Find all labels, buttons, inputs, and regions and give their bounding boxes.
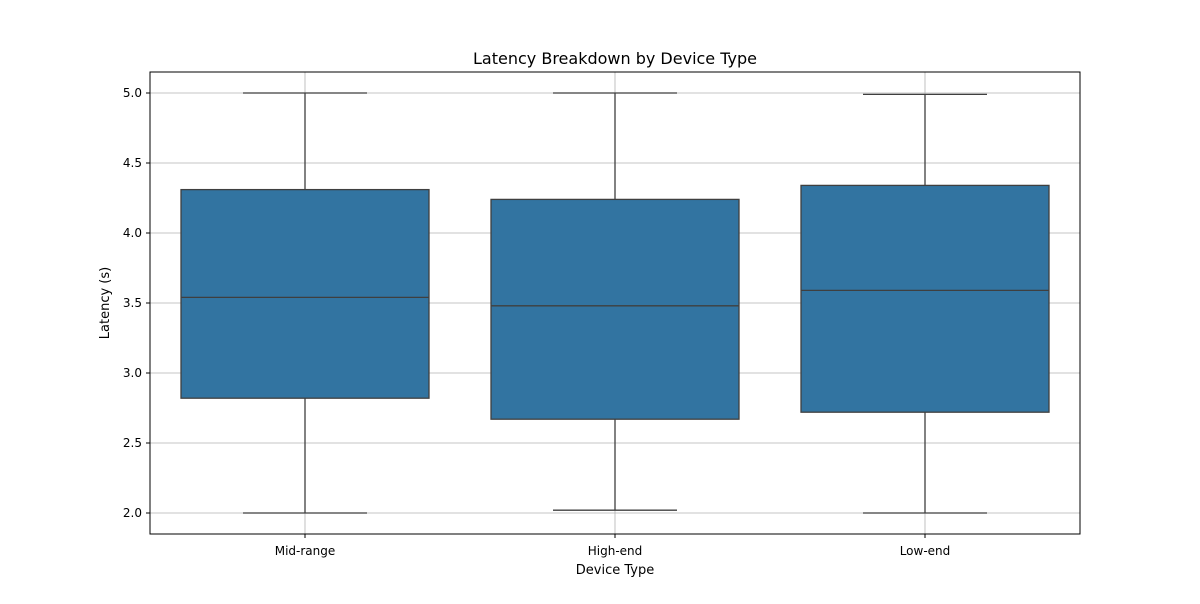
y-tick-label: 5.0 — [123, 86, 142, 100]
iqr-box — [180, 188, 430, 399]
box-high-end — [490, 92, 740, 511]
y-tick-label: 2.5 — [123, 436, 142, 450]
x-axis-label: Device Type — [576, 563, 654, 578]
box-mid-range — [180, 92, 430, 514]
y-tick-label: 2.0 — [123, 506, 142, 520]
iqr-box — [800, 184, 1050, 413]
iqr-box — [490, 198, 740, 420]
y-tick-label: 4.0 — [123, 226, 142, 240]
x-tick-label: High-end — [588, 544, 643, 558]
y-tick-label: 3.0 — [123, 366, 142, 380]
y-tick-label: 3.5 — [123, 296, 142, 310]
chart-title: Latency Breakdown by Device Type — [473, 49, 757, 68]
y-axis-label: Latency (s) — [98, 267, 113, 339]
x-tick-label: Low-end — [900, 544, 951, 558]
box-low-end — [800, 93, 1050, 514]
x-tick-label: Mid-range — [275, 544, 336, 558]
tick-layer: 2.0 2.5 3.0 3.5 4.0 4.5 5.0 Mid-range High-end Lo… — [123, 86, 950, 558]
box-layer — [180, 92, 1050, 514]
y-tick-label: 4.5 — [123, 156, 142, 170]
